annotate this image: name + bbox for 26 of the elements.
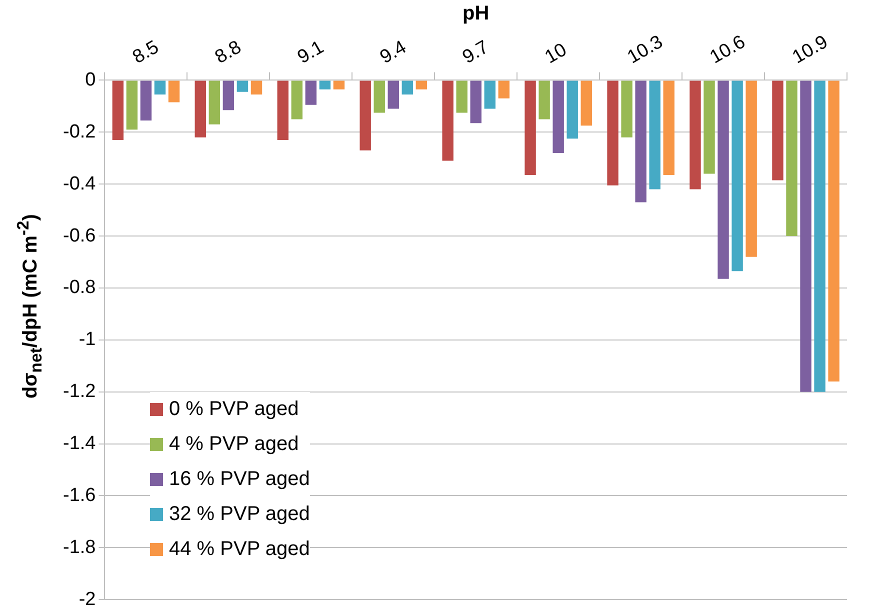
y-tick-label: -1.6 bbox=[62, 484, 96, 506]
y-tick-label: -1.4 bbox=[62, 433, 96, 454]
x-tick-label: 10.3 bbox=[624, 32, 667, 68]
legend-label: 16 % PVP aged bbox=[169, 468, 310, 491]
y-tick-label: -2 bbox=[78, 588, 96, 610]
y-tick-label: -1.2 bbox=[62, 381, 96, 402]
x-axis-title: pH bbox=[462, 2, 490, 25]
y-tick-label: -0.2 bbox=[62, 121, 96, 142]
x-tick-label: 10.9 bbox=[788, 32, 832, 68]
x-tick-label: 10.6 bbox=[706, 32, 750, 68]
legend-label: 4 % PVP aged bbox=[169, 433, 299, 456]
x-tick-label: 9.4 bbox=[376, 36, 410, 68]
y-tick-label: -0.8 bbox=[62, 277, 96, 298]
y-tick-label: -0.6 bbox=[62, 225, 96, 246]
legend-label: 0 % PVP aged bbox=[169, 398, 299, 421]
legend-label: 32 % PVP aged bbox=[169, 503, 310, 526]
y-tick-label: -0.4 bbox=[62, 173, 96, 194]
x-tick-label: 8.8 bbox=[212, 36, 246, 68]
x-tick-label: 8.5 bbox=[129, 36, 163, 68]
y-tick-label: -1 bbox=[78, 329, 96, 350]
y-tick-label: -1.8 bbox=[62, 536, 96, 558]
y-tick-label: 0 bbox=[85, 69, 96, 90]
legend-label: 44 % PVP aged bbox=[169, 538, 310, 561]
x-tick-label: 9.1 bbox=[294, 36, 328, 68]
x-tick-label: 9.7 bbox=[459, 36, 492, 68]
x-tick-label: 10 bbox=[542, 39, 570, 68]
